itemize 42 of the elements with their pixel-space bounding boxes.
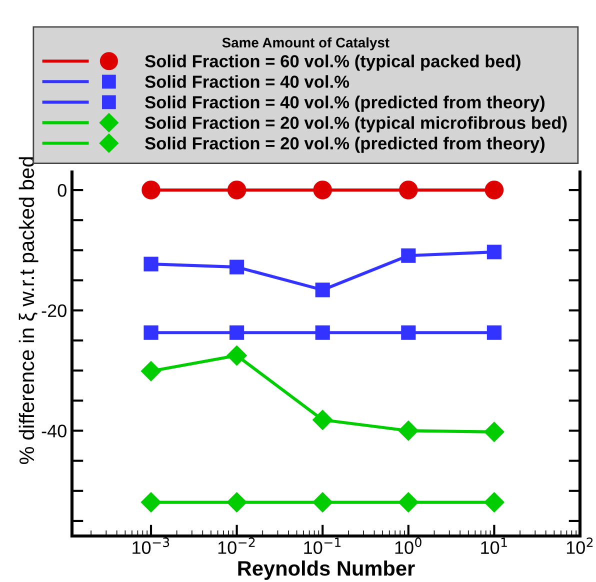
legend-title: Same Amount of Catalyst xyxy=(222,37,390,50)
point xyxy=(226,346,247,366)
point xyxy=(398,492,418,512)
legend-label: Solid Fraction = 60 vol.% (typical packed bed) xyxy=(145,54,520,71)
x-tick-label: 10$^{−2}$ xyxy=(218,538,255,554)
point xyxy=(226,492,247,512)
point xyxy=(144,325,158,340)
point xyxy=(230,260,244,274)
y-tick-label: 0 xyxy=(58,184,66,197)
point xyxy=(486,325,502,340)
point xyxy=(142,180,160,200)
point xyxy=(312,492,332,512)
point xyxy=(315,325,330,340)
point xyxy=(486,244,502,260)
point xyxy=(484,422,504,442)
point xyxy=(484,180,504,200)
x-tick-label: 10$^{2}$ xyxy=(566,538,593,554)
x-tick-label: 10$^{1}$ xyxy=(481,538,507,554)
point xyxy=(141,492,161,512)
point xyxy=(399,180,418,200)
x-axis-title: Reynolds Number xyxy=(238,560,415,580)
point xyxy=(401,248,416,263)
point xyxy=(398,420,418,441)
y-axis-title: % difference in ξ w.r.t packed bed xyxy=(18,157,38,464)
point xyxy=(227,180,246,200)
y-tick-label: -20 xyxy=(42,304,66,318)
point xyxy=(144,256,158,272)
point xyxy=(313,180,332,200)
point xyxy=(312,410,332,430)
y-tick-label: -40 xyxy=(42,424,66,438)
point xyxy=(141,361,161,382)
legend-label: Solid Fraction = 40 vol.% (predicted from theory) xyxy=(145,96,544,112)
legend-label: Solid Fraction = 20 vol.% (predicted from theory) xyxy=(145,136,544,153)
point xyxy=(315,282,330,298)
point xyxy=(401,325,416,340)
x-tick-label: 10$^{−1}$ xyxy=(304,538,341,554)
point xyxy=(484,492,504,512)
x-tick-label: 10$^{−3}$ xyxy=(132,538,170,554)
legend-label: Solid Fraction = 40 vol.% xyxy=(145,75,350,88)
point xyxy=(230,325,244,340)
x-tick-label: 10$^{0}$ xyxy=(395,538,422,554)
legend-label: Solid Fraction = 20 vol.% (typical microfibrous bed) xyxy=(145,116,567,132)
